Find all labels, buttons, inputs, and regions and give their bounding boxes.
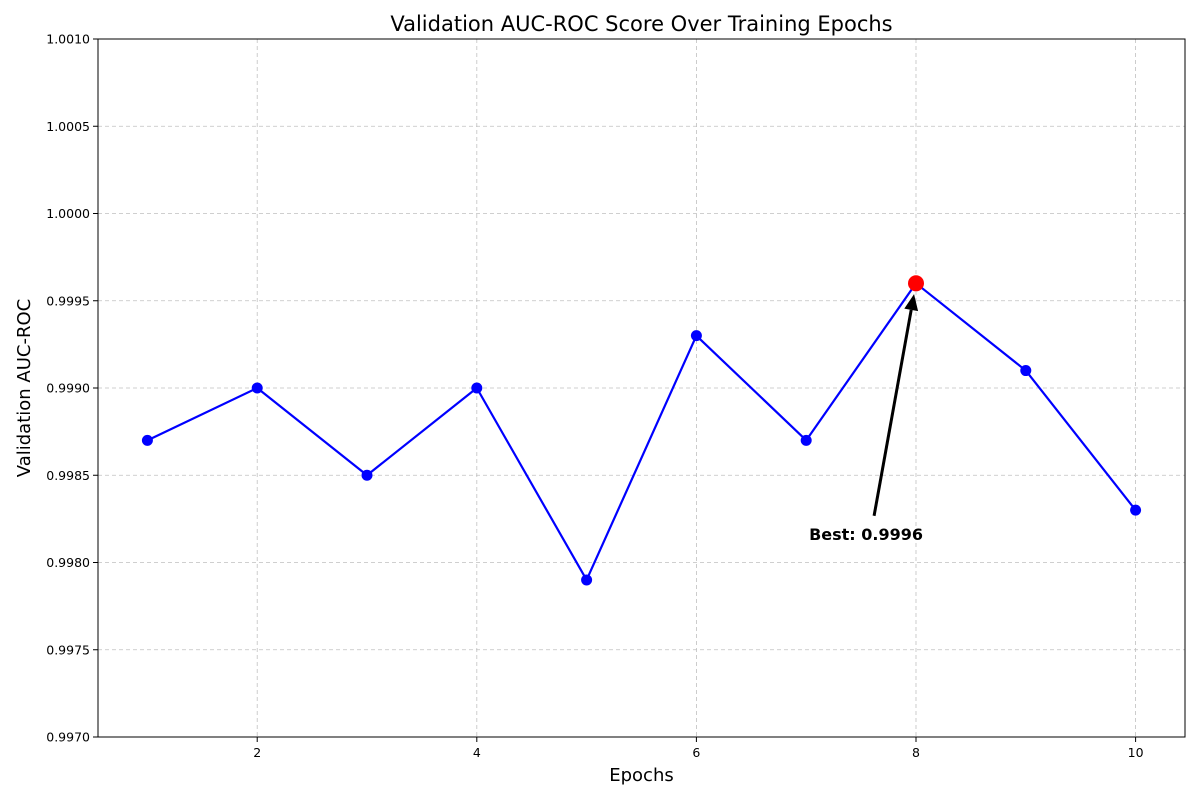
x-tick-label: 10 <box>1128 745 1144 760</box>
y-tick-label: 1.0010 <box>46 32 90 47</box>
y-tick-label: 0.9975 <box>46 642 90 657</box>
y-tick-label: 0.9985 <box>46 468 90 483</box>
y-tick-label: 1.0005 <box>46 119 90 134</box>
data-point <box>690 330 702 342</box>
x-tick-label: 2 <box>253 745 261 760</box>
annotation-label: Best: 0.9996 <box>809 525 923 544</box>
annotation: Best: 0.9996 <box>809 294 923 544</box>
x-tick-label: 8 <box>912 745 920 760</box>
chart-title: Validation AUC-ROC Score Over Training E… <box>390 12 892 36</box>
series-layer <box>141 275 1142 586</box>
x-tick-label: 4 <box>473 745 481 760</box>
data-point <box>1130 504 1142 516</box>
y-tick-label: 0.9995 <box>46 293 90 308</box>
annotation-arrow <box>872 309 913 517</box>
data-point <box>1020 365 1032 377</box>
y-tick-label: 0.9980 <box>46 555 90 570</box>
x-axis-label: Epochs <box>609 765 674 786</box>
y-axis-label: Validation AUC-ROC <box>14 299 35 477</box>
y-tick-label: 0.9970 <box>46 730 90 745</box>
data-point <box>141 434 153 446</box>
annotation-arrowhead <box>904 294 919 312</box>
data-point <box>581 574 593 586</box>
data-point <box>251 382 263 394</box>
data-point <box>361 469 373 481</box>
x-tick-label: 6 <box>692 745 700 760</box>
data-point <box>800 434 812 446</box>
y-axis-ticks: 0.9970 0.9975 0.9980 0.9985 0.9990 0.9995 1.00… <box>46 32 98 745</box>
x-axis-ticks: 2 4 6 8 10 <box>253 737 1144 760</box>
y-tick-label: 1.0000 <box>46 206 90 221</box>
y-tick-label: 0.9990 <box>46 381 90 396</box>
data-point <box>471 382 483 394</box>
best-point-marker <box>907 275 924 292</box>
series-line <box>146 282 1137 582</box>
